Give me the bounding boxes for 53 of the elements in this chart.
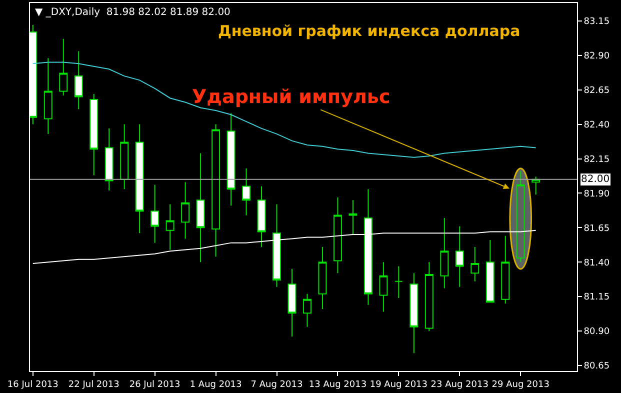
candlestick — [120, 124, 129, 190]
y-tick-label: 80.65 — [584, 362, 610, 372]
y-tick-label: 81.15 — [584, 292, 610, 303]
candlestick — [440, 218, 449, 289]
candlestick — [348, 200, 358, 236]
y-tick-label: 81.65 — [584, 224, 610, 234]
candlestick — [242, 168, 250, 216]
candlestick — [486, 240, 494, 303]
x-tick-label: 19 Aug 2013 — [370, 380, 428, 390]
candlestick — [318, 246, 327, 310]
candlestick — [501, 235, 510, 304]
candlestick — [394, 266, 403, 298]
y-tick-label: 82.40 — [584, 120, 610, 130]
y-tick-label: 80.90 — [584, 327, 610, 338]
candlestick — [44, 58, 52, 134]
candlestick — [74, 50, 83, 110]
y-tick-label: 82.65 — [584, 86, 610, 96]
x-tick-label: 16 Jul 2013 — [7, 380, 58, 390]
candlestick — [181, 182, 190, 240]
candlestick — [424, 262, 434, 332]
candlestick — [226, 112, 236, 206]
x-tick-label: 23 Aug 2013 — [430, 380, 488, 390]
y-tick-label: 82.90 — [584, 52, 610, 62]
y-tick-label: 81.90 — [584, 189, 610, 200]
y-tick-label: 81.40 — [584, 258, 610, 268]
y-tick-label: 83.15 — [584, 17, 610, 28]
candlestick — [516, 170, 525, 263]
ref-line-label: 82.00 — [581, 174, 610, 185]
candlestick — [90, 93, 98, 176]
line-series — [32, 62, 536, 158]
candlestick — [166, 204, 174, 250]
candlestick — [59, 38, 68, 96]
candlestick — [333, 196, 342, 274]
candlestick — [150, 184, 160, 244]
x-tick-label: 7 Aug 2013 — [250, 380, 303, 390]
candlestick — [104, 128, 114, 191]
candlestick — [288, 268, 296, 338]
annotation: Ударный импульс — [192, 86, 390, 108]
candlestick — [379, 262, 388, 312]
y-tick-label: 82.15 — [584, 154, 610, 165]
candlestick — [470, 246, 480, 282]
x-tick-label: 13 Aug 2013 — [308, 380, 367, 390]
x-tick-label: 29 Aug 2013 — [492, 380, 550, 390]
annotation: ▼ _DXY,Daily 81.98 82.02 81.89 82.00 — [35, 7, 230, 18]
candlestick — [532, 176, 540, 196]
candlestick — [410, 272, 418, 354]
candlestick — [303, 293, 312, 328]
x-tick-label: 22 Jul 2013 — [68, 380, 120, 390]
text: Дневной график индекса доллара — [218, 22, 520, 40]
x-tick-label: 1 Aug 2013 — [190, 380, 242, 390]
candlestick — [212, 124, 220, 258]
candlestick — [135, 124, 144, 234]
x-tick-label: 26 Jul 2013 — [129, 380, 180, 390]
